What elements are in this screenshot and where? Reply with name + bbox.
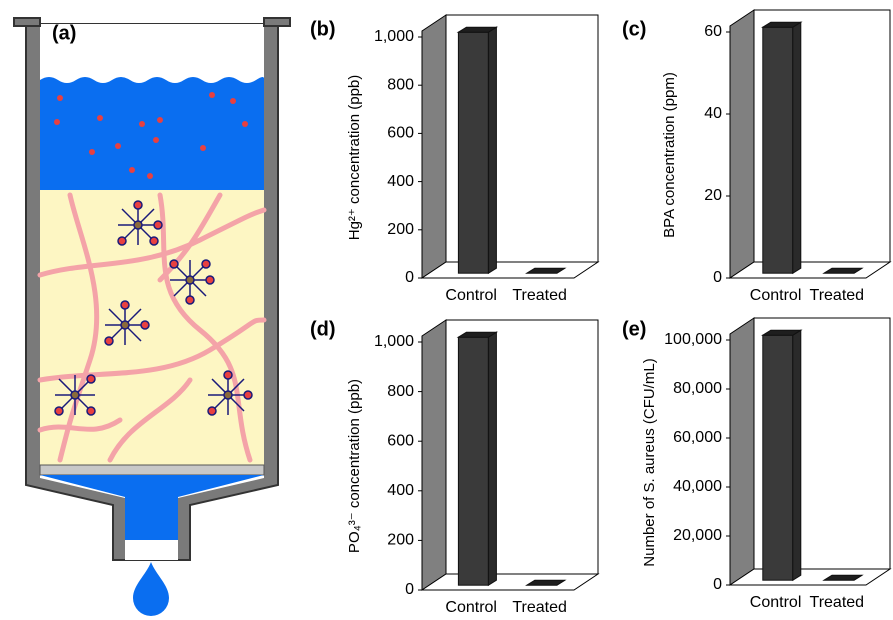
bar — [763, 330, 801, 580]
bar-side — [488, 332, 496, 585]
lip — [264, 18, 290, 26]
y-tick-label: 1,000 — [374, 333, 414, 350]
x-tick-label: Treated — [810, 287, 865, 304]
y-tick-label: 80,000 — [673, 380, 722, 397]
panel-label: (e) — [622, 318, 646, 340]
y-tick-label: 600 — [387, 432, 414, 449]
bar-front — [458, 337, 488, 585]
x-tick-label: Control — [750, 594, 802, 611]
bar-side — [488, 27, 496, 273]
y-tick-label: 400 — [387, 482, 414, 499]
panel-label: (c) — [622, 18, 646, 40]
y-tick-label: 100,000 — [664, 331, 722, 348]
side-wall — [422, 15, 446, 278]
panel-label: (a) — [52, 22, 76, 44]
x-tick-label: Control — [750, 287, 802, 304]
bar — [458, 332, 496, 585]
side-wall — [730, 10, 754, 278]
y-axis-label: BPA concentration (ppm) — [661, 72, 678, 238]
lip — [14, 18, 40, 26]
y-tick-label: 800 — [387, 76, 414, 93]
chart-panel: 0 20,000 40,000 60,000 80,000 100,000 Control T… — [622, 318, 890, 611]
y-tick-label: 0 — [405, 269, 414, 286]
x-tick-label: Control — [445, 599, 497, 616]
y-tick-label: 40 — [704, 105, 722, 122]
y-tick-label: 0 — [713, 576, 722, 593]
y-axis-label: Hg²⁺ concentration (ppb) — [346, 75, 363, 241]
floor — [422, 574, 598, 590]
y-tick-label: 0 — [405, 581, 414, 598]
filter-diagram: (a) — [14, 18, 290, 616]
y-tick-label: 200 — [387, 221, 414, 238]
panel-label: (d) — [310, 318, 336, 340]
droplet — [133, 562, 169, 616]
floor — [730, 262, 890, 278]
bar-front — [763, 27, 793, 273]
y-tick-label: 200 — [387, 532, 414, 549]
floor — [730, 569, 890, 585]
bar-side — [793, 22, 801, 273]
y-tick-label: 20,000 — [673, 527, 722, 544]
bar-front — [458, 32, 488, 273]
chart-panel: 0 200 400 600 800 1,000 Control Treated PO₄³⁻ co… — [310, 318, 598, 616]
x-tick-label: Treated — [512, 287, 567, 304]
y-axis-label: PO₄³⁻ concentration (ppb) — [346, 379, 363, 553]
x-tick-label: Control — [445, 287, 497, 304]
bar-front — [763, 335, 793, 580]
gel — [40, 190, 264, 465]
y-tick-label: 400 — [387, 173, 414, 190]
x-tick-label: Treated — [810, 594, 865, 611]
bar-side — [793, 330, 801, 580]
y-tick-label: 60 — [704, 23, 722, 40]
floor — [422, 262, 598, 278]
y-tick-label: 600 — [387, 125, 414, 142]
y-tick-label: 0 — [713, 269, 722, 286]
figure: (a) 02004006008001,000ControlTreatedHg²⁺… — [0, 0, 893, 620]
water — [40, 77, 264, 190]
y-tick-label: 20 — [704, 187, 722, 204]
side-wall — [730, 318, 754, 585]
side-wall — [422, 320, 446, 590]
panel-label: (b) — [310, 18, 336, 40]
chart-panel: 0 20 40 60 Control Treated BPA concentration (… — [622, 10, 890, 304]
bar — [763, 22, 801, 273]
x-tick-label: Treated — [512, 599, 567, 616]
y-tick-label: 40,000 — [673, 478, 722, 495]
y-tick-label: 800 — [387, 383, 414, 400]
filter-plate — [40, 465, 264, 475]
bar — [458, 27, 496, 273]
y-tick-label: 60,000 — [673, 429, 722, 446]
chart-panel: 0 200 400 600 800 1,000 Control Treated Hg²⁺ con… — [310, 15, 598, 304]
y-axis-label: Number of S. aureus (CFU/mL) — [641, 358, 658, 566]
y-tick-label: 1,000 — [374, 28, 414, 45]
